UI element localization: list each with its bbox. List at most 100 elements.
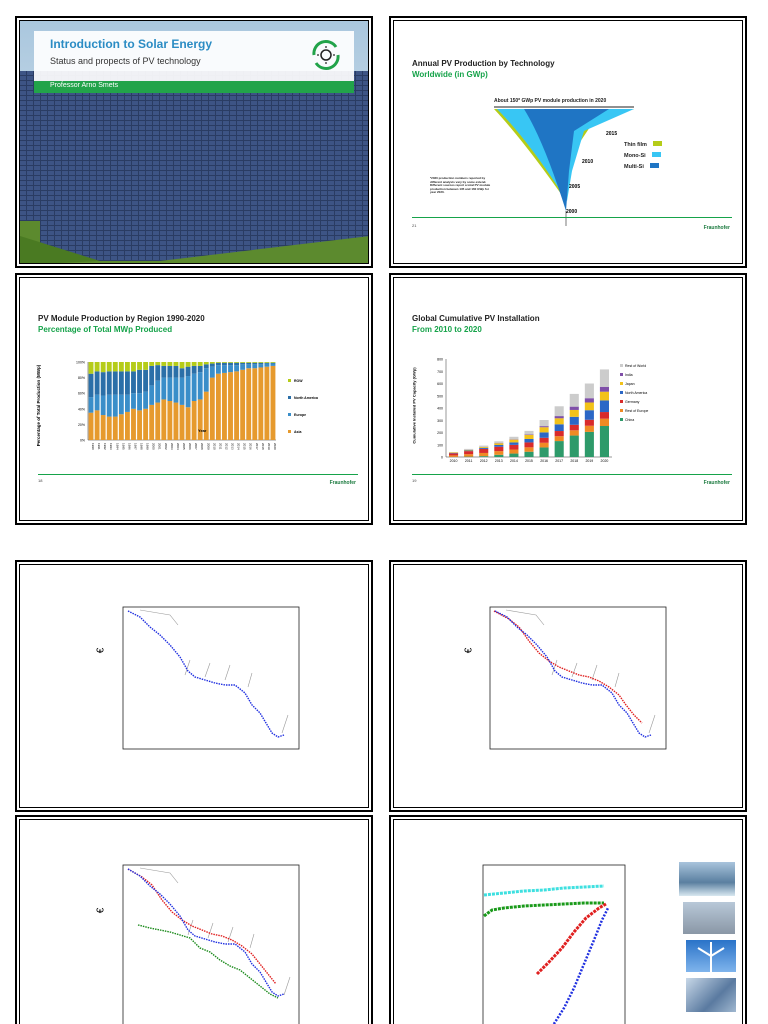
slide-subtitle: From 2010 to 2020 bbox=[412, 325, 482, 334]
bar-segment bbox=[584, 402, 594, 411]
legend-swatch bbox=[649, 163, 659, 168]
production-note: *2020 production numbers reported by dif… bbox=[430, 176, 491, 195]
bar-segment bbox=[106, 371, 112, 395]
bar-segment bbox=[234, 365, 240, 372]
legend: Rest of World India Japan North America … bbox=[620, 362, 648, 425]
bar-segment bbox=[173, 402, 179, 440]
y-tick-label: 0 bbox=[441, 456, 443, 460]
bar-segment bbox=[112, 362, 118, 372]
slide-6[interactable]: € bbox=[389, 560, 747, 812]
bar-segment bbox=[554, 416, 564, 419]
y-tick-label: 500 bbox=[437, 394, 443, 398]
bar-segment bbox=[524, 447, 534, 452]
y-tick-label: 300 bbox=[437, 419, 443, 423]
bar-segment bbox=[149, 365, 155, 386]
x-tick-label: 2011 bbox=[465, 459, 473, 463]
bar-segment bbox=[161, 399, 167, 440]
y-tick-label: 400 bbox=[437, 407, 443, 411]
bar-segment bbox=[554, 406, 564, 417]
bar-segment bbox=[228, 362, 233, 366]
x-tick-label: 2000 bbox=[152, 443, 156, 450]
bar-segment bbox=[569, 406, 579, 410]
bar-segment bbox=[228, 372, 233, 440]
x-tick-label: 2006 bbox=[188, 443, 192, 450]
bar-segment bbox=[149, 404, 155, 440]
bar-segment bbox=[258, 367, 264, 440]
slide-5[interactable]: € bbox=[15, 560, 373, 812]
bar-segment bbox=[124, 362, 130, 372]
bar-segment bbox=[554, 418, 564, 425]
bar-segment bbox=[539, 447, 549, 457]
bar-segment bbox=[173, 365, 179, 378]
legend-swatch bbox=[620, 400, 623, 403]
x-tick-label: 2007 bbox=[194, 443, 198, 450]
legend-label: Asia bbox=[294, 430, 302, 434]
bar-segment bbox=[479, 448, 489, 453]
bar-segment bbox=[524, 451, 534, 457]
bar-segment bbox=[197, 372, 203, 400]
bar-segment bbox=[155, 365, 161, 381]
legend-label: Thin film bbox=[624, 142, 647, 148]
bar-segment bbox=[258, 362, 264, 363]
bar-segment bbox=[149, 362, 155, 366]
legend-swatch bbox=[620, 364, 623, 367]
x-tick-label: 2009 bbox=[206, 443, 210, 450]
bar-segment bbox=[264, 362, 270, 364]
bar-segment bbox=[143, 369, 149, 392]
bar-segment bbox=[449, 453, 459, 456]
bar-segment bbox=[569, 409, 579, 417]
slide-subtitle: Worldwide (in GWp) bbox=[412, 70, 488, 79]
bar-segment bbox=[479, 445, 489, 447]
y-tick-label: 700 bbox=[437, 370, 443, 374]
bar-segment bbox=[539, 437, 549, 443]
bar-segment bbox=[246, 362, 252, 363]
bar-segment bbox=[509, 442, 519, 445]
green-series bbox=[483, 901, 604, 918]
x-tick-label: 2008 bbox=[200, 443, 204, 450]
bar-segment bbox=[173, 377, 179, 403]
bar-segment bbox=[494, 446, 504, 452]
bar-segment bbox=[246, 364, 252, 369]
fraunhofer-logo: Fraunhofer bbox=[703, 225, 730, 231]
y-tick-label: 0% bbox=[80, 439, 85, 443]
green-series bbox=[137, 924, 279, 999]
x-tick-label: 1998 bbox=[140, 443, 144, 450]
slide-4[interactable]: Global Cumulative PV Installation From 2… bbox=[389, 273, 747, 525]
bar-segment bbox=[252, 368, 258, 440]
legend-swatch bbox=[620, 373, 623, 376]
bar-segment bbox=[509, 439, 519, 443]
y-axis-label: Cumulative Installed PV Capacity (GWp) bbox=[411, 367, 417, 444]
region-stacked-bar-chart: 100%80%60%40%20%0%1990 1991 1992 1993 1994 19… bbox=[76, 361, 277, 451]
bar-segment bbox=[569, 430, 579, 436]
x-tick-label: 2002 bbox=[164, 443, 168, 450]
bar-segment bbox=[88, 412, 94, 440]
slide-8[interactable] bbox=[389, 815, 747, 1024]
x-tick-label: 2016 bbox=[249, 443, 253, 450]
bar-segment bbox=[258, 364, 264, 368]
slide-7[interactable]: € bbox=[15, 815, 373, 1024]
bar-segment bbox=[94, 362, 100, 372]
legend-swatch bbox=[651, 152, 661, 157]
bar-segment bbox=[569, 424, 579, 431]
x-tick-label: 2014 bbox=[237, 443, 241, 450]
legend: Thin film Mono-Si Multi-Si bbox=[624, 141, 662, 170]
legend-swatch bbox=[620, 409, 623, 412]
bar-segment bbox=[94, 371, 100, 395]
bar-segment bbox=[599, 369, 609, 387]
bar-segment bbox=[209, 363, 215, 367]
slide-1[interactable]: Introduction to Solar Energy Status and … bbox=[15, 16, 373, 268]
bar-segment bbox=[234, 371, 240, 440]
bar-segment bbox=[584, 410, 594, 420]
bar-segment bbox=[264, 366, 270, 440]
slide-3[interactable]: PV Module Production by Region 1990-2020… bbox=[15, 273, 373, 525]
bar-segment bbox=[569, 393, 579, 407]
legend-label: Rest of World bbox=[625, 364, 647, 368]
presenter-name: Professor Arno Smets bbox=[50, 82, 119, 89]
x-tick-label: 1999 bbox=[146, 443, 150, 450]
bar-segment bbox=[106, 394, 112, 417]
y-tick-label: 60% bbox=[78, 392, 85, 396]
slide-2[interactable]: Annual PV Production by Technology World… bbox=[389, 16, 747, 268]
x-tick-label: 1991 bbox=[97, 443, 101, 450]
bar-segment bbox=[494, 454, 504, 457]
bar-segment bbox=[464, 454, 474, 457]
